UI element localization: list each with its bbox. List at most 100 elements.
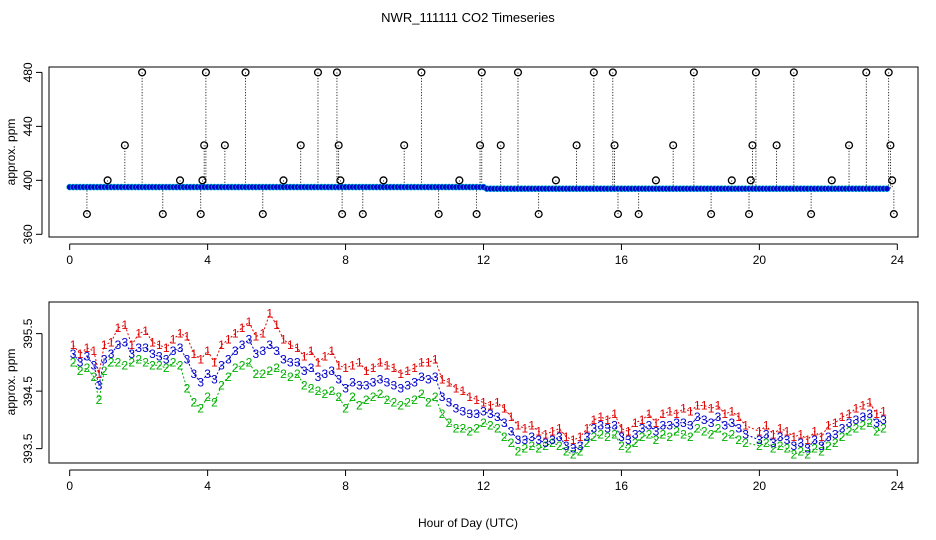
bottom-y-axis-label: approx. ppm	[4, 349, 18, 416]
series-1-point: 1	[508, 410, 515, 424]
spike-point	[889, 210, 898, 219]
series-2-point: 2	[356, 399, 363, 413]
top-x-tick-label: 20	[753, 253, 767, 267]
spike-point	[496, 141, 505, 150]
series-1-point: 1	[122, 318, 129, 332]
series-2-point: 2	[646, 427, 653, 441]
series-3-point: 3	[832, 427, 839, 441]
series-2-point: 2	[135, 353, 142, 367]
spike-point	[477, 68, 486, 77]
series-2-point: 2	[253, 367, 260, 381]
spike-point	[888, 176, 897, 185]
series-2-point: 2	[170, 355, 177, 369]
series-3-point: 3	[349, 376, 356, 390]
series-3-point: 3	[308, 361, 315, 375]
series-1-point: 1	[377, 355, 384, 369]
spike-point	[120, 141, 129, 150]
series-1-point: 1	[611, 407, 618, 421]
series-2-point: 2	[184, 381, 191, 395]
series-3-point: 3	[232, 344, 239, 358]
series-2-point: 2	[708, 427, 715, 441]
bottom-y-tick-label: 395.5	[21, 318, 35, 348]
series-3-point: 3	[646, 419, 653, 433]
series-1-point: 1	[866, 396, 873, 410]
series-2-point: 2	[411, 393, 418, 407]
top-y-tick-label: 400	[21, 170, 35, 190]
series-1-point: 1	[777, 422, 784, 436]
series-1-point: 1	[149, 335, 156, 349]
series-3-point: 3	[115, 338, 122, 352]
series-2-point: 2	[377, 387, 384, 401]
series-2-point: 2	[673, 424, 680, 438]
series-1-point: 1	[190, 347, 197, 361]
spike-point	[746, 176, 755, 185]
series-3-point: 3	[859, 410, 866, 424]
series-3-point: 3	[259, 344, 266, 358]
spike-point	[748, 141, 757, 150]
spike-point	[551, 176, 560, 185]
series-2-point: 2	[349, 390, 356, 404]
spike-point	[610, 141, 619, 150]
series-3-point: 3	[397, 381, 404, 395]
series-3-point: 3	[715, 410, 722, 424]
bottom-data-marks: 11 1 111 11 111 11 1 11 1 11 1111 1 1 1 11 1111 1 11 11 1 11…	[70, 307, 887, 462]
spike-point	[103, 176, 112, 185]
series-1-point: 1	[818, 430, 825, 444]
series-2-point: 2	[177, 358, 184, 372]
series-3-point: 3	[356, 378, 363, 392]
series-2-point: 2	[342, 401, 349, 415]
series-2-point: 2	[84, 361, 91, 375]
series-2-point: 2	[280, 367, 287, 381]
series-2-point: 2	[128, 355, 135, 369]
series-1-point: 1	[204, 344, 211, 358]
series-1-point: 1	[597, 410, 604, 424]
series-1-point: 1	[728, 404, 735, 418]
series-1-point: 1	[501, 401, 508, 415]
series-3-point: 3	[632, 427, 639, 441]
series-2-point: 2	[846, 424, 853, 438]
series-1-point: 1	[232, 327, 239, 341]
spike-point	[196, 210, 205, 219]
series-1-point: 1	[322, 350, 329, 364]
spike-point	[175, 176, 185, 185]
spike-point	[379, 176, 388, 185]
series-3-point: 3	[280, 353, 287, 367]
series-1-point: 1	[625, 424, 632, 438]
series-2-point: 2	[728, 427, 735, 441]
series-2-point: 2	[142, 355, 149, 369]
series-1-point: 1	[356, 355, 363, 369]
top-y-axis-label: approx. ppm	[4, 119, 18, 186]
series-1-point: 1	[563, 430, 570, 444]
series-2-point: 2	[501, 430, 508, 444]
series-3-point: 3	[239, 338, 246, 352]
spike-point	[82, 210, 91, 219]
series-2-point: 2	[694, 422, 701, 436]
series-1-point: 1	[390, 361, 397, 375]
series-3-point: 3	[266, 338, 273, 352]
series-1-point: 1	[591, 413, 598, 427]
series-2-point: 2	[122, 358, 129, 372]
series-2-point: 2	[218, 378, 225, 392]
spike-point	[358, 210, 367, 219]
series-2-point: 2	[563, 445, 570, 459]
spike-point	[789, 68, 798, 77]
series-2-point: 2	[618, 439, 625, 453]
series-2-point: 2	[591, 430, 598, 444]
series-2-line	[72, 358, 884, 455]
series-3-point: 3	[846, 416, 853, 430]
series-2-point: 2	[96, 393, 103, 407]
spike-point	[884, 68, 893, 77]
series-2-point: 2	[625, 442, 632, 456]
series-3-point: 3	[446, 396, 453, 410]
series-2-point: 2	[301, 378, 308, 392]
series-3-point: 3	[804, 442, 811, 456]
series-3-point: 3	[384, 376, 391, 390]
series-1-point: 1	[128, 338, 135, 352]
series-3-point: 3	[673, 416, 680, 430]
series-2-point: 2	[494, 422, 501, 436]
series-3-point: 3	[535, 433, 542, 447]
spike-point	[634, 210, 643, 219]
series-1-point: 1	[715, 399, 722, 413]
spike-point	[200, 141, 209, 150]
series-2-point: 2	[680, 427, 687, 441]
